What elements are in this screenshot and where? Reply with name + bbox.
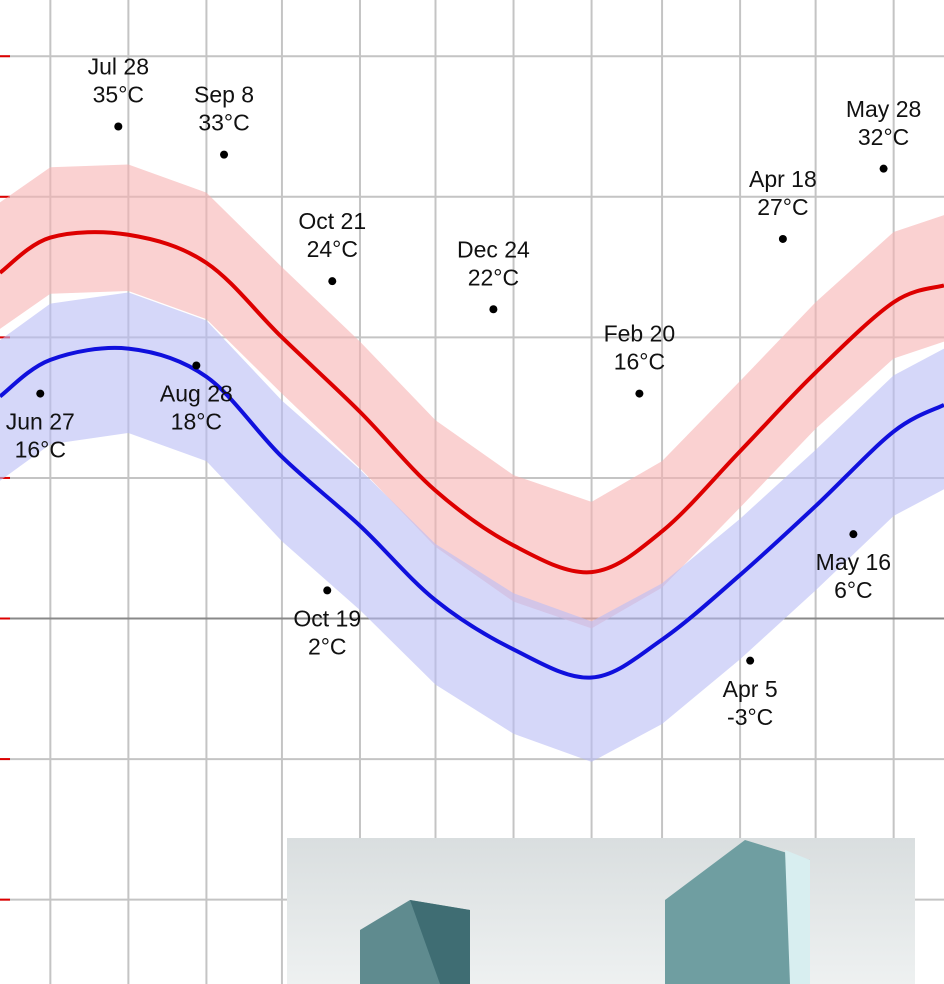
annotation-point [192, 361, 201, 370]
band [0, 292, 944, 762]
annotation-value: 22°C [468, 264, 519, 290]
annotation-date: Oct 19 [293, 605, 361, 631]
annotation-date: Apr 5 [723, 676, 778, 702]
band [0, 164, 944, 629]
annotation-point [489, 305, 498, 314]
annotation-point [849, 530, 858, 539]
annotation-value: 33°C [198, 110, 249, 136]
annotation-date: Dec 24 [457, 236, 530, 262]
annotation-value: 18°C [171, 409, 222, 435]
annotation-point [36, 389, 45, 398]
annotation-date: Jun 27 [6, 409, 75, 435]
annotation-point [114, 122, 123, 131]
annotation-point [220, 150, 229, 159]
annotation-value: 32°C [858, 124, 909, 150]
annotation-value: 35°C [93, 82, 144, 108]
annotation-value: 27°C [757, 194, 808, 220]
annotation-value: 16°C [15, 437, 66, 463]
annotation-point [778, 234, 787, 243]
line [0, 230, 944, 575]
annotation-point [746, 656, 755, 665]
annotation-value: 16°C [614, 349, 665, 375]
annotation-value: 6°C [834, 577, 873, 603]
annotation-value: -3°C [727, 704, 773, 730]
annotation-date: Jul 28 [88, 54, 149, 80]
annotation-date: May 28 [846, 96, 921, 122]
annotation-point [328, 277, 337, 286]
photo [287, 838, 915, 984]
annotation-date: Aug 28 [160, 381, 233, 407]
annotation-point [879, 164, 888, 173]
annotation-value: 24°C [307, 236, 358, 262]
annotation-date: Oct 21 [298, 208, 366, 234]
annotation-point [635, 389, 644, 398]
line [0, 345, 944, 680]
annotation-date: Apr 18 [749, 166, 817, 192]
annotation-value: 2°C [308, 633, 347, 659]
annotation-date: Feb 20 [604, 321, 676, 347]
annotation-date: May 16 [816, 549, 891, 575]
annotation-point [323, 586, 332, 595]
annotation-date: Sep 8 [194, 82, 254, 108]
